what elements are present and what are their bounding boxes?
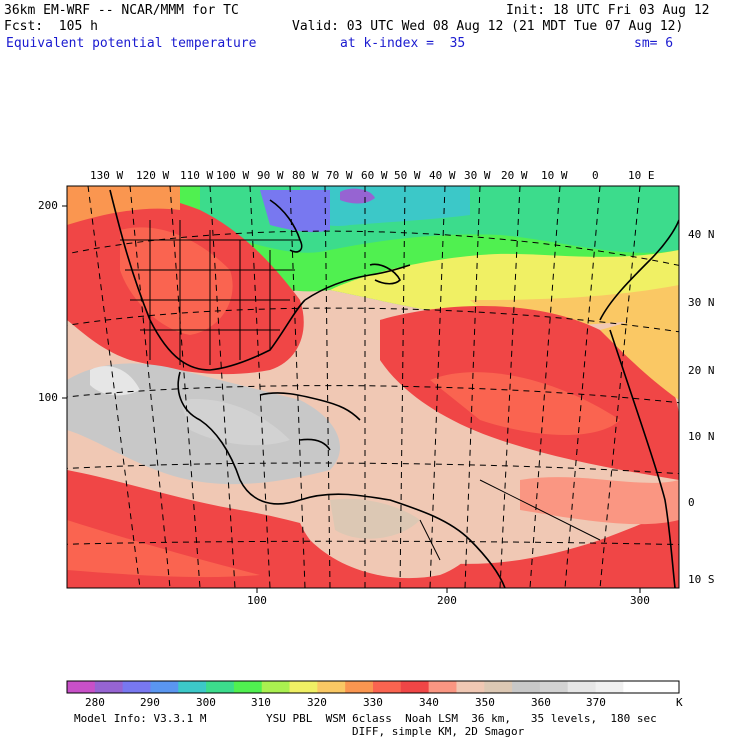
lon-label: 40 W bbox=[429, 169, 456, 182]
grid-y-label: 100 bbox=[38, 391, 58, 404]
level-info: at k-index = 35 bbox=[340, 36, 466, 51]
colorbar-swatch bbox=[484, 681, 513, 693]
colorbar-swatch bbox=[623, 681, 652, 693]
lat-label: 40 N bbox=[688, 228, 715, 241]
colorbar-swatch bbox=[651, 681, 680, 693]
lon-label: 20 W bbox=[501, 169, 528, 182]
colorbar-label: 370 bbox=[586, 696, 606, 709]
colorbar-swatch bbox=[400, 681, 430, 693]
colorbar-swatch bbox=[595, 681, 624, 693]
grid-x-label: 300 bbox=[630, 594, 650, 607]
colorbar-swatch bbox=[67, 681, 96, 693]
lon-label: 70 W bbox=[326, 169, 353, 182]
colorbar-label: 360 bbox=[531, 696, 551, 709]
lat-label: 20 N bbox=[688, 364, 715, 377]
grid-y-label: 200 bbox=[38, 199, 58, 212]
lon-label: 130 W bbox=[90, 169, 124, 182]
colorbar-swatch bbox=[261, 681, 291, 693]
lat-label: 0 bbox=[688, 496, 695, 509]
lon-label: 100 W bbox=[216, 169, 250, 182]
colorbar-swatch bbox=[539, 681, 569, 693]
lon-label: 90 W bbox=[257, 169, 284, 182]
lon-label: 10 E bbox=[628, 169, 655, 182]
colorbar-swatch bbox=[289, 681, 318, 693]
colorbar-swatch bbox=[150, 681, 179, 693]
lon-label: 60 W bbox=[361, 169, 388, 182]
smoothing-info: sm= 6 bbox=[634, 36, 674, 51]
colorbar-swatch bbox=[373, 681, 402, 693]
colorbar-swatch bbox=[178, 681, 207, 693]
model-info: Model Info: V3.3.1 M bbox=[74, 712, 207, 725]
colorbar-swatch bbox=[567, 681, 597, 693]
colorbar bbox=[67, 681, 680, 693]
lat-label: 30 N bbox=[688, 296, 715, 309]
init-time: Init: 18 UTC Fri 03 Aug 12 bbox=[506, 3, 710, 18]
lon-label: 80 W bbox=[292, 169, 319, 182]
lon-label: 30 W bbox=[464, 169, 491, 182]
lat-label: 10 S bbox=[688, 573, 715, 586]
colorbar-swatch bbox=[122, 681, 151, 693]
colorbar-swatch bbox=[456, 681, 485, 693]
colorbar-label: 350 bbox=[475, 696, 495, 709]
colorbar-label: 330 bbox=[363, 696, 383, 709]
colorbar-swatch bbox=[428, 681, 457, 693]
colorbar-swatch bbox=[233, 681, 263, 693]
colorbar-label: 280 bbox=[85, 696, 105, 709]
colorbar-swatch bbox=[317, 681, 346, 693]
colorbar-swatch bbox=[94, 681, 124, 693]
lon-label: 10 W bbox=[541, 169, 568, 182]
colorbar-unit: K bbox=[676, 696, 683, 709]
colorbar-swatch bbox=[206, 681, 235, 693]
colorbar-swatch bbox=[345, 681, 374, 693]
lon-label: 110 W bbox=[180, 169, 214, 182]
diffusion-info: DIFF, simple KM, 2D Smagor bbox=[352, 725, 525, 738]
colorbar-label: 300 bbox=[196, 696, 216, 709]
field-name: Equivalent potential temperature bbox=[6, 36, 257, 51]
colorbar-label: 340 bbox=[419, 696, 439, 709]
colorbar-label: 310 bbox=[251, 696, 271, 709]
forecast-hour: Fcst: 105 h bbox=[4, 19, 98, 34]
colorbar-swatch bbox=[512, 681, 541, 693]
lon-label: 120 W bbox=[136, 169, 170, 182]
lon-label: 50 W bbox=[394, 169, 421, 182]
model-title: 36km EM-WRF -- NCAR/MMM for TC bbox=[4, 3, 239, 18]
colorbar-label: 290 bbox=[140, 696, 160, 709]
grid-x-label: 100 bbox=[247, 594, 267, 607]
grid-x-label: 200 bbox=[437, 594, 457, 607]
colorbar-label: 320 bbox=[307, 696, 327, 709]
valid-time: Valid: 03 UTC Wed 08 Aug 12 (21 MDT Tue … bbox=[292, 19, 684, 34]
physics-info: YSU PBL WSM 6class Noah LSM 36 km, 35 le… bbox=[266, 712, 657, 725]
lon-label: 0 bbox=[592, 169, 599, 182]
lat-label: 10 N bbox=[688, 430, 715, 443]
